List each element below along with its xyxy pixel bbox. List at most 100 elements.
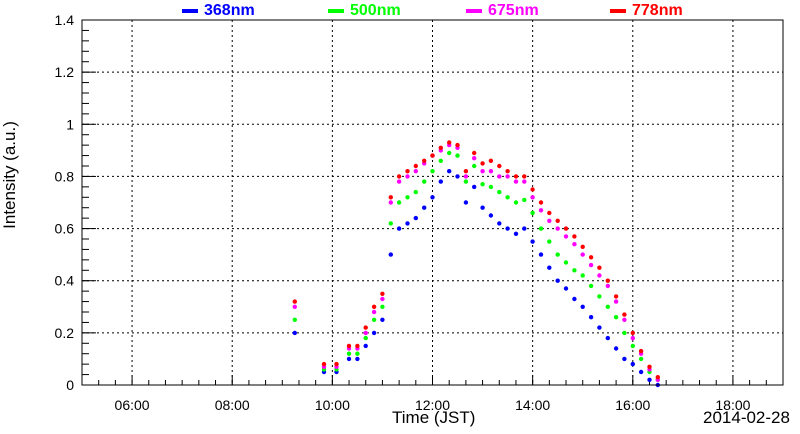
data-point-500nm xyxy=(396,200,402,205)
data-point-500nm xyxy=(346,351,352,356)
data-point-500nm xyxy=(572,268,577,273)
data-point-778nm xyxy=(522,174,527,179)
data-point-500nm xyxy=(447,150,452,156)
data-point-368nm xyxy=(488,213,494,218)
data-point-675nm xyxy=(630,335,635,341)
data-point-778nm xyxy=(388,195,393,200)
data-point-675nm xyxy=(572,242,577,247)
data-point-778nm xyxy=(630,330,635,336)
data-point-500nm xyxy=(455,153,460,158)
data-point-500nm xyxy=(513,200,519,205)
y-tick-label: 0.2 xyxy=(55,325,75,341)
data-point-368nm xyxy=(447,169,452,174)
data-point-500nm xyxy=(555,252,560,257)
data-point-778nm xyxy=(647,364,652,369)
data-point-368nm xyxy=(388,252,393,257)
y-tick-label: 1.2 xyxy=(55,64,75,80)
legend-item-675nm: 675nm xyxy=(466,2,539,20)
data-point-778nm xyxy=(580,244,585,249)
data-point-675nm xyxy=(555,226,560,231)
axis-layer: 06:00 08:00 10:00 12:00 14:00 16:00 18:00 0 0.2 0… xyxy=(55,12,784,413)
data-point-368nm xyxy=(647,377,652,382)
data-point-675nm xyxy=(588,262,594,268)
data-point-778nm xyxy=(363,325,368,330)
data-point-675nm xyxy=(363,330,368,336)
data-point-778nm xyxy=(513,174,519,179)
data-point-368nm xyxy=(455,174,460,179)
legend-item-500nm: 500nm xyxy=(328,2,401,20)
legend-item-778nm: 778nm xyxy=(610,2,683,20)
data-point-675nm xyxy=(405,174,410,179)
data-point-778nm xyxy=(480,161,485,166)
data-point-500nm xyxy=(472,163,477,169)
data-point-778nm xyxy=(346,343,352,349)
data-point-368nm xyxy=(580,304,585,309)
data-point-500nm xyxy=(638,356,644,362)
data-point-675nm xyxy=(380,296,385,302)
date-label: 2014-02-28 xyxy=(703,408,790,427)
data-point-500nm xyxy=(488,184,494,190)
x-tick-label: 16:00 xyxy=(615,397,650,413)
x-tick-label: 06:00 xyxy=(115,397,150,413)
data-point-675nm xyxy=(388,200,393,205)
data-point-368nm xyxy=(597,325,602,330)
data-point-778nm xyxy=(555,218,560,223)
series-500nm xyxy=(292,150,660,382)
data-point-675nm xyxy=(396,179,402,184)
data-point-368nm xyxy=(371,330,377,336)
data-point-778nm xyxy=(497,163,502,169)
data-point-675nm xyxy=(538,208,544,213)
data-point-368nm xyxy=(405,221,410,226)
data-point-368nm xyxy=(396,226,402,231)
data-point-675nm xyxy=(613,299,619,304)
data-point-368nm xyxy=(605,335,610,341)
data-point-368nm xyxy=(438,179,443,184)
data-point-500nm xyxy=(422,179,427,184)
data-point-675nm xyxy=(480,169,485,174)
data-point-778nm xyxy=(547,210,552,216)
data-point-500nm xyxy=(363,335,368,341)
data-point-368nm xyxy=(472,184,477,190)
data-point-368nm xyxy=(480,205,485,210)
data-point-500nm xyxy=(480,182,485,187)
data-point-500nm xyxy=(497,189,502,195)
data-point-675nm xyxy=(622,317,627,322)
data-point-368nm xyxy=(638,369,644,375)
data-point-368nm xyxy=(346,356,352,362)
data-point-368nm xyxy=(563,286,569,291)
data-point-778nm xyxy=(430,153,435,158)
data-point-778nm xyxy=(413,163,418,169)
legend-label-500nm: 500nm xyxy=(350,2,401,19)
data-point-778nm xyxy=(455,142,460,148)
data-point-675nm xyxy=(597,273,602,278)
data-point-368nm xyxy=(613,346,619,351)
data-point-675nm xyxy=(472,156,477,161)
y-tick-label: 0.4 xyxy=(55,273,75,289)
y-tick-label: 0.8 xyxy=(55,168,75,184)
data-point-368nm xyxy=(497,221,502,226)
data-point-778nm xyxy=(371,304,377,309)
x-tick-label: 18:00 xyxy=(715,397,750,413)
data-point-500nm xyxy=(530,210,535,216)
data-point-500nm xyxy=(371,317,377,322)
data-point-675nm xyxy=(513,179,519,184)
data-point-368nm xyxy=(380,317,385,322)
data-point-500nm xyxy=(597,294,602,299)
data-point-500nm xyxy=(588,283,594,289)
data-layer xyxy=(292,140,660,388)
x-tick-label: 08:00 xyxy=(215,397,250,413)
data-point-675nm xyxy=(605,283,610,289)
data-point-778nm xyxy=(292,299,297,304)
data-point-675nm xyxy=(580,252,585,257)
data-point-500nm xyxy=(613,315,619,320)
legend-label-778nm: 778nm xyxy=(632,2,683,19)
data-point-368nm xyxy=(522,226,527,231)
data-point-778nm xyxy=(505,169,510,174)
y-tick-label: 1.4 xyxy=(55,12,75,28)
data-point-778nm xyxy=(472,150,477,156)
legend-item-368nm: 368nm xyxy=(182,2,255,20)
data-point-500nm xyxy=(380,304,385,309)
data-point-778nm xyxy=(572,234,577,239)
x-tick-label: 10:00 xyxy=(315,397,350,413)
